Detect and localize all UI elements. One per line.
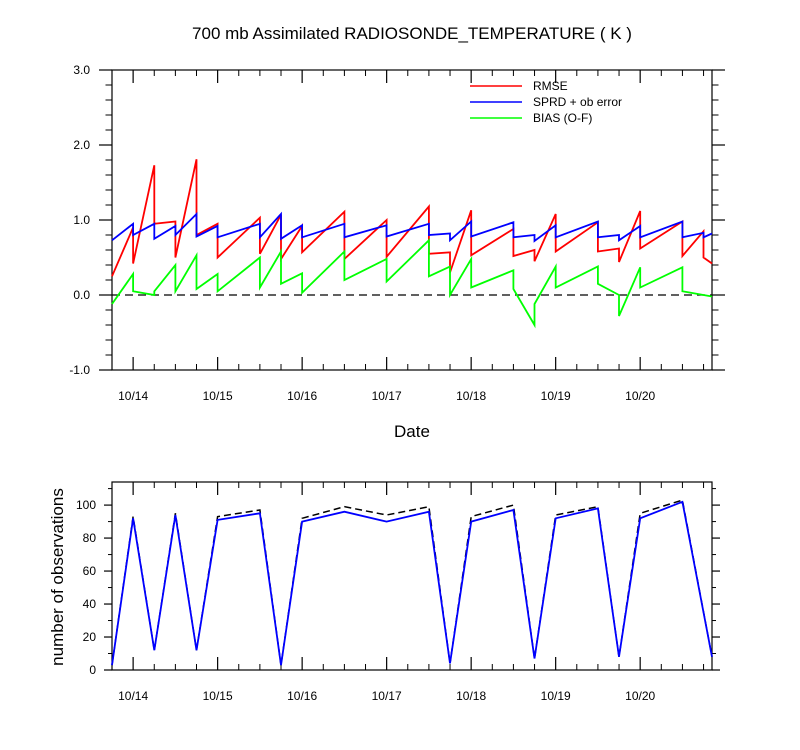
x-tick-label: 10/14	[118, 389, 148, 403]
x-tick-label: 10/17	[372, 389, 402, 403]
legend: RMSE SPRD + ob error BIAS (O-F)	[470, 79, 622, 125]
chart-title: 700 mb Assimilated RADIOSONDE_TEMPERATUR…	[192, 24, 632, 43]
plot-frame	[111, 69, 713, 371]
x-tick-label: 10/15	[203, 689, 233, 703]
x-tick-label: 10/18	[456, 689, 486, 703]
x-tick-label: 10/17	[372, 689, 402, 703]
legend-label-spread: SPRD + ob error	[533, 95, 622, 109]
series-line-rmse	[111, 159, 713, 277]
x-tick-label: 10/14	[118, 689, 148, 703]
y-axis-label-observations: number of observations	[48, 488, 67, 666]
y-tick-label: 1.0	[73, 213, 90, 227]
x-tick-label: 10/15	[203, 389, 233, 403]
x-tick-label: 10/16	[287, 689, 317, 703]
legend-label-rmse: RMSE	[533, 79, 568, 93]
y-tick-label: 0.0	[73, 288, 90, 302]
series-line-obs-used	[111, 500, 713, 666]
legend-label-bias: BIAS (O-F)	[533, 111, 592, 125]
y-tick-label: 60	[83, 564, 97, 578]
top-panel: 10/14 10/15 10/16 10/17 10/18 10/19 10/20 -1.0 0…	[69, 63, 725, 403]
series-line-bias-o-f	[111, 238, 713, 329]
y-tick-label: 2.0	[73, 138, 90, 152]
y-tick-label: 0	[89, 663, 96, 677]
x-tick-label: 10/18	[456, 389, 486, 403]
y-tick-label: 80	[83, 531, 97, 545]
x-tick-label: 10/20	[625, 389, 655, 403]
series-line-sprd-ob-error	[111, 211, 713, 243]
x-axis-label: Date	[394, 422, 430, 441]
y-tick-label: 40	[83, 597, 97, 611]
x-tick-label: 10/16	[287, 389, 317, 403]
x-tick-label: 10/19	[541, 389, 571, 403]
y-tick-label: 100	[76, 498, 96, 512]
x-tick-label: 10/20	[625, 689, 655, 703]
y-tick-label: 3.0	[73, 63, 90, 77]
y-tick-label: -1.0	[69, 363, 90, 377]
y-tick-label: 20	[83, 630, 97, 644]
bottom-panel: 10/14 10/15 10/16 10/17 10/18 10/19 10/20 0 20 40…	[76, 481, 720, 703]
plot-frame	[111, 481, 713, 671]
x-tick-label: 10/19	[541, 689, 571, 703]
